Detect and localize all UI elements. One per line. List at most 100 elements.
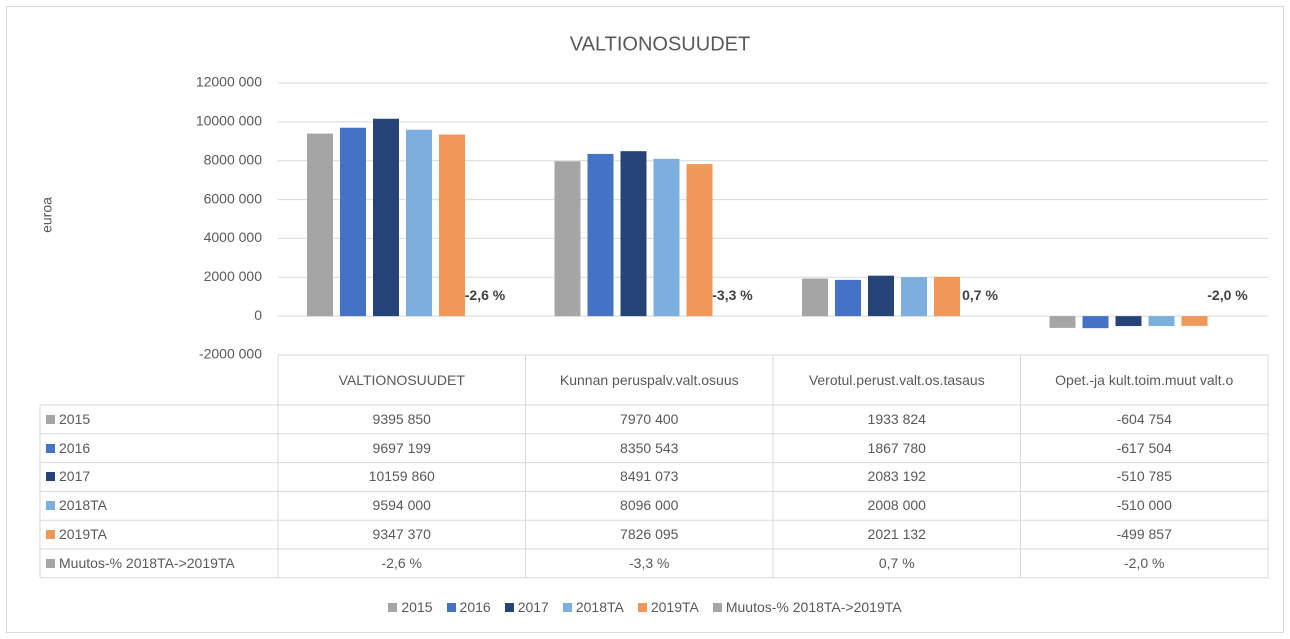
table-row-label: 2018TA [40,491,278,520]
table-cell: 8096 000 [620,497,679,514]
legend-key [46,414,55,424]
y-tick-label: 12000 000 [196,74,262,90]
bar [868,275,894,317]
legend-key [388,602,398,612]
table-cell: 2083 192 [867,468,926,485]
table-cell: 7970 400 [620,410,679,427]
legend-item: 2019TA [637,598,699,617]
legend-item: 2017 [504,598,549,617]
y-axis-label: euroa [39,197,55,233]
table-cell: 7826 095 [620,526,679,543]
table-cell: 8350 543 [620,439,679,456]
table-cell: -617 504 [1116,439,1172,456]
legend-key [504,602,514,612]
data-label: -3,3 % [712,287,753,303]
table-cell: 9347 370 [372,526,431,543]
y-tick-label: 10000 000 [196,113,262,129]
legend-key [446,602,456,612]
table-header: Opet.-ja kult.toim.muut valt.o [1055,371,1234,388]
table-row-label: 2019TA [40,520,278,549]
table-cell: 10159 860 [368,468,435,485]
table-cell: 9594 000 [372,497,431,514]
bar [686,164,713,317]
table-cell: 0,7 % [878,554,915,571]
data-label: -2,0 % [1207,287,1248,303]
bar [439,134,465,317]
bar [1115,316,1142,327]
y-tick-label: 2000 000 [204,268,263,284]
table-cell: 9395 850 [372,410,431,427]
y-tick-label: -2000 000 [199,346,262,362]
bar [620,151,647,317]
legend-key [46,501,55,511]
bar [1049,316,1076,328]
table-cell: -2,6 % [381,554,422,571]
data-label: 0,7 % [962,287,998,303]
legend-key [46,530,55,540]
legend-key [637,602,647,612]
bar [802,278,828,317]
legend-item: Muutos-% 2018TA->2019TA [712,598,902,617]
table-cell: -3,3 % [629,554,670,571]
legend-item: 2018TA [562,598,624,617]
legend-key [712,602,722,612]
table-cell: -510 785 [1116,468,1172,485]
row-name: Muutos-% 2018TA->2019TA [59,554,235,571]
table-header: Kunnan peruspalv.valt.osuus [559,371,739,388]
data-label: -2,6 % [465,287,506,303]
bar [340,127,366,317]
bar [1181,316,1208,326]
table-cell: 2008 000 [867,497,926,514]
legend-item: 2015 [388,598,433,617]
bar [835,279,861,317]
legend-key [46,472,55,482]
table-row-label: 2016 [40,434,278,463]
legend-key [562,602,572,612]
legend-label: 2016 [459,598,491,615]
bar [587,153,614,317]
table-cell: -499 857 [1116,526,1172,543]
table-header: Verotul.perust.valt.os.tasaus [808,371,985,388]
y-tick-label: 0 [254,307,262,323]
bar [1082,316,1109,329]
legend: 2015 2016 2017 2018TA 2019TA Muutos-% 2018TA-… [0,594,1290,620]
table-row-label: 2015 [40,405,278,434]
bar [373,118,399,317]
table-cell: 9697 199 [372,439,431,456]
legend-label: 2017 [517,598,549,615]
row-name: 2017 [59,468,91,485]
legend-label: Muutos-% 2018TA->2019TA [725,598,902,615]
table-row-label: 2017 [40,463,278,492]
table-cell: -2,0 % [1124,554,1165,571]
table-cell: -510 000 [1116,497,1172,514]
table-cell: 8491 073 [620,468,679,485]
row-name: 2015 [59,410,91,427]
bar [554,161,581,317]
row-name: 2016 [59,439,91,456]
bar [1148,316,1175,327]
bar [653,158,680,317]
table-cell: 1867 780 [867,439,926,456]
table-header: VALTIONOSUUDET [338,371,465,388]
bar [901,277,927,317]
row-name: 2018TA [59,497,107,514]
legend-label: 2019TA [650,598,699,615]
legend-key [46,558,55,568]
row-name: 2019TA [59,526,107,543]
legend-item: 2016 [446,598,491,617]
legend-label: 2018TA [575,598,624,615]
table-cell: 2021 132 [867,526,926,543]
y-tick-label: 4000 000 [204,229,263,245]
table-cell: 1933 824 [867,410,926,427]
chart-title: VALTIONOSUUDET [570,33,750,55]
bar [934,276,960,317]
legend-label: 2015 [401,598,433,615]
legend-key [46,443,55,453]
y-tick-label: 6000 000 [204,190,263,206]
bar [307,133,333,317]
bar [406,129,432,317]
table-row-label: Muutos-% 2018TA->2019TA [40,549,278,578]
y-tick-label: 8000 000 [204,151,263,167]
